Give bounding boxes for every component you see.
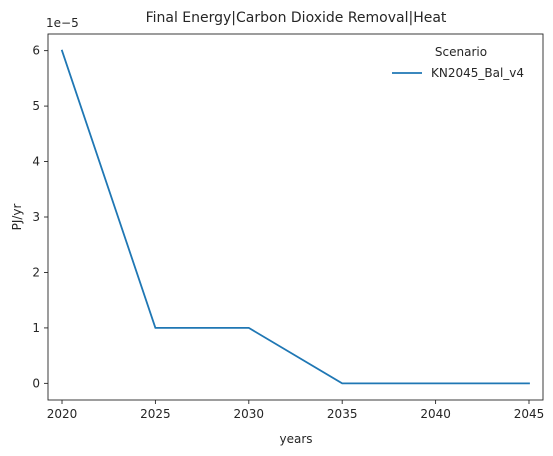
x-tick-label: 2025 (140, 407, 171, 421)
x-tick-label: 2020 (47, 407, 78, 421)
y-axis-offset-label: 1e−5 (46, 16, 79, 30)
legend-series-label: KN2045_Bal_v4 (431, 66, 524, 80)
x-tick-label: 2035 (327, 407, 358, 421)
x-axis-label: years (279, 432, 312, 446)
y-tick-label: 0 (32, 376, 40, 390)
x-tick-label: 2040 (420, 407, 451, 421)
y-tick-label: 3 (32, 210, 40, 224)
y-tick-label: 4 (32, 155, 40, 169)
legend: Scenario KN2045_Bal_v4 (392, 45, 524, 80)
series-line (60, 49, 530, 385)
y-tick-label: 5 (32, 99, 40, 113)
y-axis-ticks: 0 1 2 3 4 5 6 (32, 44, 48, 390)
chart-title: Final Energy|Carbon Dioxide Removal|Heat (146, 10, 447, 26)
y-tick-label: 1 (32, 321, 40, 335)
legend-title: Scenario (435, 45, 487, 59)
y-tick-label: 6 (32, 44, 40, 58)
x-axis-ticks: 2020 2025 2030 2035 2040 2045 (47, 400, 545, 421)
x-tick-label: 2030 (234, 407, 265, 421)
y-tick-label: 2 (32, 265, 40, 279)
x-tick-label: 2045 (514, 407, 545, 421)
y-axis-label: PJ/yr (10, 204, 24, 231)
